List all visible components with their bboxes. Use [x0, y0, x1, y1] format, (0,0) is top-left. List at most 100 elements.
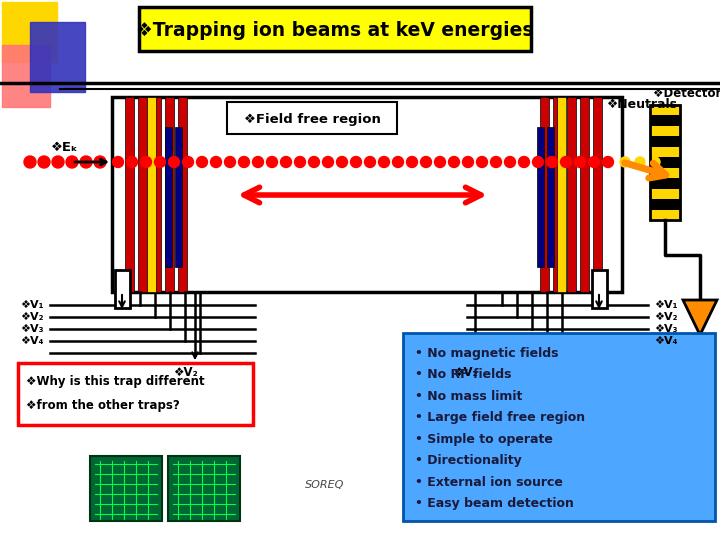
Text: • No mass limit: • No mass limit: [415, 389, 523, 402]
Text: • No RF fields: • No RF fields: [415, 368, 511, 381]
Text: SOREQ: SOREQ: [305, 480, 344, 490]
Circle shape: [351, 157, 361, 167]
Text: ❖V₄: ❖V₄: [654, 336, 678, 346]
Circle shape: [533, 157, 544, 167]
Bar: [147, 97, 156, 292]
Text: ❖Neutrals: ❖Neutrals: [607, 98, 678, 111]
Bar: [650, 157, 680, 168]
Bar: [650, 126, 680, 137]
Bar: [537, 127, 544, 267]
Bar: [580, 97, 589, 292]
Bar: [553, 97, 562, 292]
Bar: [540, 97, 549, 292]
Bar: [138, 97, 147, 292]
Text: ❖Field free region: ❖Field free region: [243, 112, 380, 125]
Bar: [403, 333, 715, 521]
Circle shape: [635, 157, 645, 167]
Circle shape: [588, 157, 600, 167]
Circle shape: [379, 157, 390, 167]
Bar: [115, 270, 130, 308]
Circle shape: [210, 157, 222, 167]
Bar: [650, 105, 680, 220]
FancyBboxPatch shape: [139, 7, 531, 51]
Bar: [2, 2, 57, 62]
Bar: [650, 210, 680, 220]
Bar: [175, 127, 182, 267]
Circle shape: [24, 156, 36, 168]
Text: ❖Detector (MCP): ❖Detector (MCP): [653, 86, 720, 99]
Bar: [650, 168, 680, 178]
Circle shape: [197, 157, 207, 167]
Bar: [557, 97, 566, 292]
Circle shape: [112, 157, 124, 167]
Circle shape: [52, 156, 64, 168]
Circle shape: [238, 157, 250, 167]
Text: ❖V₁: ❖V₁: [20, 300, 44, 310]
Text: • Large field free region: • Large field free region: [415, 411, 585, 424]
Text: ❖V₂: ❖V₂: [453, 366, 477, 379]
Circle shape: [294, 157, 305, 167]
Circle shape: [620, 157, 630, 167]
Text: ❖from the other traps?: ❖from the other traps?: [26, 399, 180, 411]
Bar: [650, 178, 680, 188]
Circle shape: [505, 157, 516, 167]
Bar: [112, 97, 622, 292]
Circle shape: [364, 157, 376, 167]
Circle shape: [336, 157, 348, 167]
Circle shape: [155, 157, 166, 167]
Text: • External ion source: • External ion source: [415, 476, 563, 489]
Text: ❖V₂: ❖V₂: [173, 366, 197, 379]
Bar: [165, 97, 174, 292]
Circle shape: [94, 156, 106, 168]
Text: ❖V₁: ❖V₁: [654, 300, 678, 310]
Bar: [650, 188, 680, 199]
FancyBboxPatch shape: [227, 102, 397, 134]
Circle shape: [434, 157, 446, 167]
Bar: [650, 147, 680, 157]
Circle shape: [518, 157, 529, 167]
Circle shape: [575, 157, 585, 167]
Bar: [178, 97, 187, 292]
Text: • Easy beam detection: • Easy beam detection: [415, 497, 574, 510]
Circle shape: [80, 156, 92, 168]
Circle shape: [66, 156, 78, 168]
Polygon shape: [683, 300, 717, 335]
Text: ❖V₂: ❖V₂: [654, 312, 678, 322]
Circle shape: [281, 157, 292, 167]
Circle shape: [546, 157, 557, 167]
Text: ❖V₃: ❖V₃: [654, 324, 678, 334]
Bar: [152, 97, 161, 292]
Bar: [165, 127, 172, 267]
Bar: [650, 105, 680, 116]
Circle shape: [650, 157, 660, 167]
Text: • No magnetic fields: • No magnetic fields: [415, 347, 559, 360]
Bar: [18, 363, 253, 425]
Circle shape: [392, 157, 403, 167]
Circle shape: [323, 157, 333, 167]
Bar: [567, 97, 576, 292]
Text: ❖Why is this trap different: ❖Why is this trap different: [26, 375, 204, 388]
Bar: [2, 45, 50, 107]
Text: ❖Eₖ: ❖Eₖ: [51, 140, 78, 153]
Circle shape: [182, 157, 194, 167]
Circle shape: [140, 157, 151, 167]
Circle shape: [168, 157, 179, 167]
Circle shape: [407, 157, 418, 167]
Bar: [30, 22, 85, 92]
Bar: [592, 270, 607, 308]
Circle shape: [462, 157, 474, 167]
Circle shape: [308, 157, 320, 167]
Circle shape: [38, 156, 50, 168]
Bar: [650, 199, 680, 210]
Circle shape: [253, 157, 264, 167]
Circle shape: [266, 157, 277, 167]
Text: ❖Trapping ion beams at keV energies: ❖Trapping ion beams at keV energies: [136, 22, 534, 40]
Text: ❖V₂: ❖V₂: [20, 312, 44, 322]
Circle shape: [127, 157, 138, 167]
Bar: [90, 456, 162, 521]
Circle shape: [449, 157, 459, 167]
Circle shape: [477, 157, 487, 167]
Circle shape: [560, 157, 572, 167]
Text: • Directionality: • Directionality: [415, 454, 522, 467]
Circle shape: [490, 157, 502, 167]
